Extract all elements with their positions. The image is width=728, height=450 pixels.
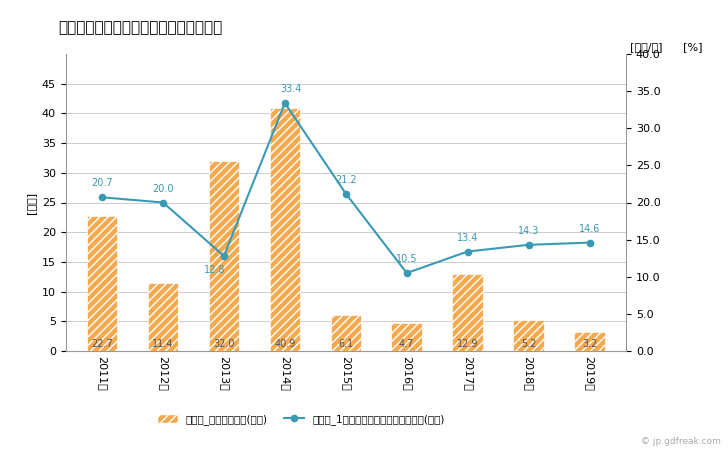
Y-axis label: [億円]: [億円] [26, 191, 36, 214]
Bar [513, 320, 544, 351]
Bar [269, 108, 300, 351]
Text: 3.2: 3.2 [582, 338, 597, 349]
Text: 22.7: 22.7 [91, 338, 113, 349]
Text: 10.5: 10.5 [396, 254, 417, 264]
Text: [万円/㎡]: [万円/㎡] [630, 42, 662, 52]
Text: 5.2: 5.2 [521, 338, 537, 349]
Text: 13.4: 13.4 [457, 233, 478, 243]
Text: 非木造建築物の工事費予定額合計の推移: 非木造建築物の工事費予定額合計の推移 [58, 20, 223, 35]
Bar [148, 284, 178, 351]
Text: 12.8: 12.8 [204, 265, 226, 274]
Text: 40.9: 40.9 [274, 338, 296, 349]
Text: 14.3: 14.3 [518, 226, 539, 236]
Text: 32.0: 32.0 [213, 338, 234, 349]
Text: 12.9: 12.9 [457, 338, 478, 349]
Bar [209, 161, 240, 351]
Text: 33.4: 33.4 [280, 84, 301, 94]
Text: 14.6: 14.6 [579, 224, 600, 234]
Text: [%]: [%] [683, 42, 703, 52]
Bar [392, 323, 422, 351]
Bar [574, 332, 605, 351]
Text: 21.2: 21.2 [335, 175, 357, 184]
Bar [452, 274, 483, 351]
Text: © jp.gdfreak.com: © jp.gdfreak.com [641, 436, 721, 446]
Text: 4.7: 4.7 [399, 338, 414, 349]
Bar [87, 216, 117, 351]
Bar [331, 315, 361, 351]
Legend: 非木造_工事費予定額(左軸), 非木造_1平米当たり平均工事費予定額(右軸): 非木造_工事費予定額(左軸), 非木造_1平米当たり平均工事費予定額(右軸) [153, 410, 449, 429]
Text: 6.1: 6.1 [339, 338, 353, 349]
Text: 20.7: 20.7 [91, 178, 113, 189]
Text: 11.4: 11.4 [152, 338, 174, 349]
Text: 20.0: 20.0 [152, 184, 174, 194]
